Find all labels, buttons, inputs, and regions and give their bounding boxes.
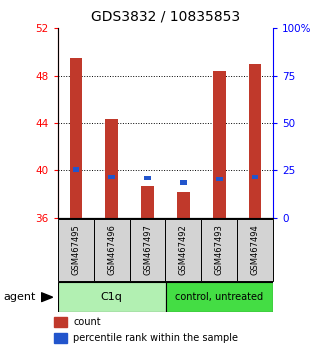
Bar — [58, 282, 166, 312]
Text: GSM467497: GSM467497 — [143, 224, 152, 275]
Text: count: count — [73, 317, 101, 327]
Bar — [109, 175, 115, 179]
Text: agent: agent — [3, 292, 36, 302]
Text: GSM467495: GSM467495 — [71, 224, 80, 275]
Text: GDS3832 / 10835853: GDS3832 / 10835853 — [91, 9, 240, 23]
Text: control, untreated: control, untreated — [175, 292, 263, 302]
Text: GSM467494: GSM467494 — [251, 224, 260, 275]
Bar — [54, 333, 67, 343]
Text: GSM467492: GSM467492 — [179, 224, 188, 275]
Bar — [144, 176, 151, 181]
Bar — [54, 317, 67, 327]
Text: C1q: C1q — [101, 292, 123, 302]
Bar — [216, 177, 222, 181]
Text: GSM467496: GSM467496 — [107, 224, 116, 275]
Bar — [252, 175, 259, 179]
Bar — [106, 119, 118, 218]
Bar — [70, 58, 82, 218]
Text: percentile rank within the sample: percentile rank within the sample — [73, 333, 238, 343]
Bar — [249, 64, 261, 218]
Bar — [94, 219, 130, 281]
Bar — [166, 282, 273, 312]
Bar — [201, 219, 237, 281]
Text: GSM467493: GSM467493 — [215, 224, 224, 275]
Bar — [180, 181, 187, 184]
Bar — [237, 219, 273, 281]
Polygon shape — [41, 293, 53, 302]
Bar — [58, 219, 94, 281]
Bar — [177, 192, 190, 218]
Bar — [141, 186, 154, 218]
Bar — [130, 219, 166, 281]
Bar — [166, 219, 201, 281]
Bar — [72, 167, 79, 172]
Bar — [213, 71, 225, 218]
